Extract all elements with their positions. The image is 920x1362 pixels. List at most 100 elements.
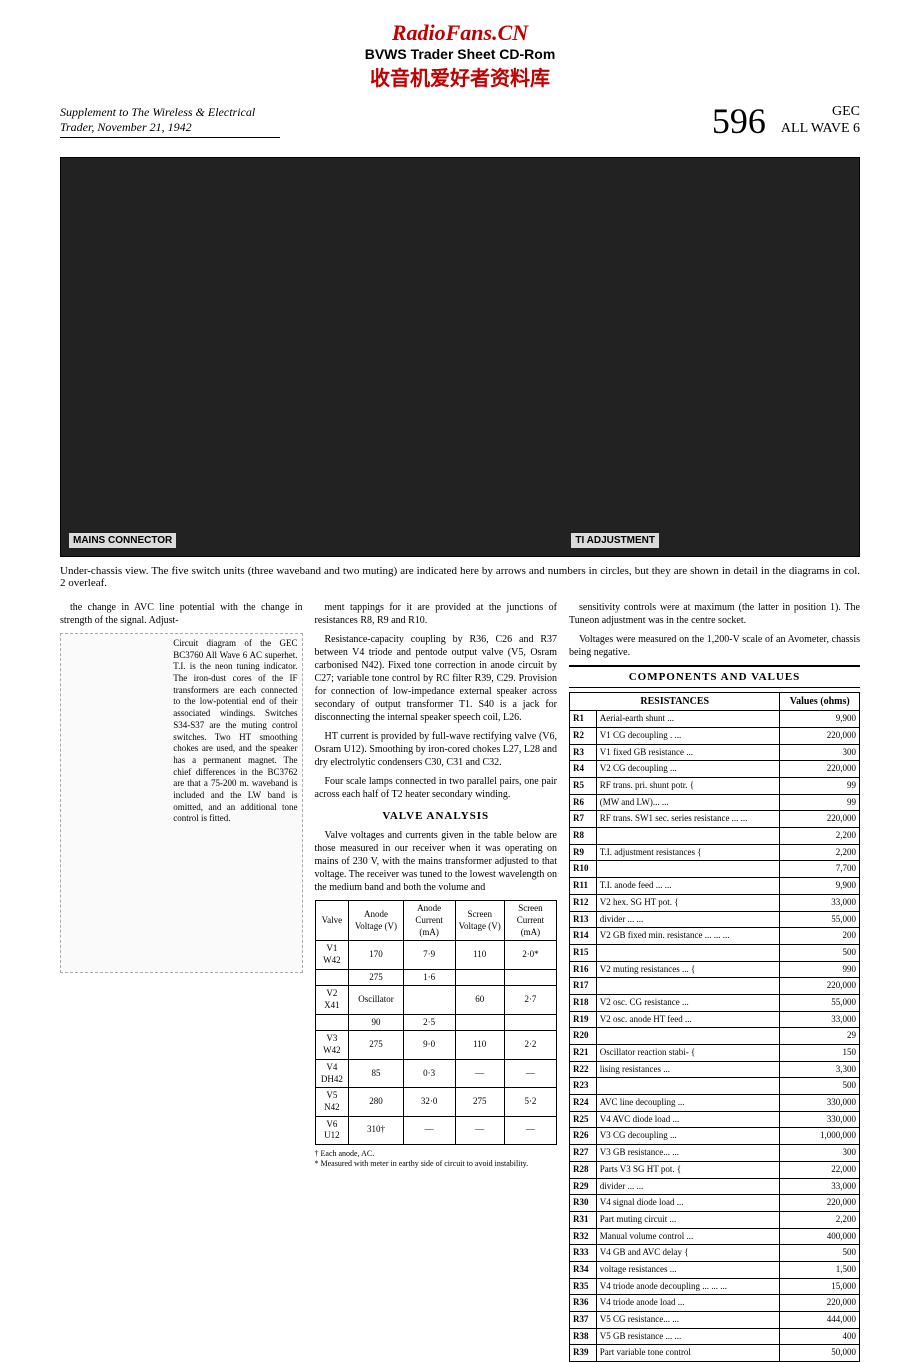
- valve-table-cell: 275: [349, 1031, 403, 1059]
- brand: GEC: [832, 104, 860, 119]
- res-table-cell: R18: [570, 994, 597, 1011]
- res-table-cell: 29: [780, 1028, 860, 1045]
- valve-table-row: V1 W421707·91102·0*: [315, 941, 557, 969]
- res-table-cell: [596, 1028, 780, 1045]
- res-table-cell: V4 signal diode load ...: [596, 1195, 780, 1212]
- watermark-brand: RadioFans.CN: [365, 20, 556, 46]
- res-table-cell: 330,000: [780, 1111, 860, 1128]
- res-header: RESISTANCES: [570, 693, 780, 711]
- valve-table-header: Screen Current (mA): [504, 901, 556, 941]
- res-table-cell: R22: [570, 1061, 597, 1078]
- res-table-cell: R29: [570, 1178, 597, 1195]
- res-table-row: R31Part muting circuit ...2,200: [570, 1211, 860, 1228]
- valve-table-cell: V2 X41: [315, 986, 349, 1014]
- res-table-cell: 300: [780, 1145, 860, 1162]
- valve-table-cell: 85: [349, 1059, 403, 1087]
- res-table-cell: 200: [780, 928, 860, 945]
- valve-table-cell: 2·0*: [504, 941, 556, 969]
- res-table-cell: R9: [570, 844, 597, 861]
- res-table-cell: Part muting circuit ...: [596, 1211, 780, 1228]
- res-table-row: R6(MW and LW)... ...99: [570, 794, 860, 811]
- res-table-cell: 99: [780, 794, 860, 811]
- res-table-row: R15500: [570, 944, 860, 961]
- res-table-cell: V1 fixed GB resistance ...: [596, 744, 780, 761]
- res-table-row: R17220,000: [570, 978, 860, 995]
- res-table-cell: R21: [570, 1045, 597, 1062]
- res-table-cell: R38: [570, 1328, 597, 1345]
- res-table-cell: 500: [780, 1245, 860, 1262]
- res-table-cell: R27: [570, 1145, 597, 1162]
- res-table-row: R16V2 muting resistances ... {990: [570, 961, 860, 978]
- res-table-cell: 22,000: [780, 1161, 860, 1178]
- res-table-row: R23500: [570, 1078, 860, 1095]
- valve-table-row: 2751·6: [315, 969, 557, 986]
- valve-table-cell: [315, 1014, 349, 1031]
- valve-table-header: Anode Current (mA): [403, 901, 455, 941]
- res-table-cell: R14: [570, 928, 597, 945]
- valve-table-cell: —: [455, 1116, 504, 1144]
- valve-table-cell: —: [504, 1059, 556, 1087]
- res-table-cell: R6: [570, 794, 597, 811]
- res-table-cell: divider ... ...: [596, 1178, 780, 1195]
- components-heading: COMPONENTS AND VALUES: [569, 665, 860, 688]
- res-table-cell: [596, 1078, 780, 1095]
- res-table-cell: V5 CG resistance... ...: [596, 1312, 780, 1329]
- diagram-caption: Circuit diagram of the GEC BC3760 All Wa…: [169, 634, 301, 829]
- res-table-cell: 3,300: [780, 1061, 860, 1078]
- col2-para5: Valve voltages and currents given in the…: [315, 829, 558, 894]
- valve-table-cell: —: [403, 1116, 455, 1144]
- res-table-cell: [596, 944, 780, 961]
- res-table-cell: V4 AVC diode load ...: [596, 1111, 780, 1128]
- res-table-cell: V4 GB and AVC delay {: [596, 1245, 780, 1262]
- res-table-cell: 444,000: [780, 1312, 860, 1329]
- res-table-row: R7RF trans. SW1 sec. series resistance .…: [570, 811, 860, 828]
- valve-table-cell: 32·0: [403, 1088, 455, 1116]
- chassis-photo: MAINS CONNECTOR TI ADJUSTMENT: [60, 157, 860, 557]
- res-table-cell: V4 triode anode decoupling ... ... ...: [596, 1278, 780, 1295]
- res-table-cell: R1: [570, 711, 597, 728]
- valve-table: ValveAnode Voltage (V)Anode Current (mA)…: [315, 900, 558, 1145]
- res-table-cell: V2 osc. CG resistance ...: [596, 994, 780, 1011]
- res-table-cell: Aerial-earth shunt ...: [596, 711, 780, 728]
- res-table-cell: R26: [570, 1128, 597, 1145]
- valve-table-cell: Oscillator: [349, 986, 403, 1014]
- res-table-cell: 15,000: [780, 1278, 860, 1295]
- res-table-cell: Parts V3 SG HT pot. {: [596, 1161, 780, 1178]
- res-table-row: R32Manual volume control ...400,000: [570, 1228, 860, 1245]
- res-table-row: R107,700: [570, 861, 860, 878]
- valve-table-cell: 280: [349, 1088, 403, 1116]
- res-table-cell: R37: [570, 1312, 597, 1329]
- res-table-cell: 2,200: [780, 828, 860, 845]
- col2-para1: ment tappings for it are provided at the…: [315, 601, 558, 627]
- res-table-cell: R23: [570, 1078, 597, 1095]
- res-table-cell: 33,000: [780, 1011, 860, 1028]
- res-table-row: R21Oscillator reaction stabi- {150: [570, 1045, 860, 1062]
- res-table-row: R2V1 CG decoupling . ...220,000: [570, 727, 860, 744]
- res-table-cell: 150: [780, 1045, 860, 1062]
- photo-caption: Under-chassis view. The five switch unit…: [60, 565, 860, 589]
- valve-table-cell: [315, 969, 349, 986]
- res-table-cell: R2: [570, 727, 597, 744]
- res-table-row: R11T.I. anode feed ... ...9,900: [570, 878, 860, 895]
- res-table-row: R24AVC line decoupling ...330,000: [570, 1095, 860, 1112]
- res-table-cell: [596, 828, 780, 845]
- res-table-row: R37V5 CG resistance... ...444,000: [570, 1312, 860, 1329]
- res-table-row: R12V2 hex. SG HT pot. {33,000: [570, 894, 860, 911]
- res-table-cell: 7,700: [780, 861, 860, 878]
- col2-para4: Four scale lamps connected in two parall…: [315, 775, 558, 801]
- res-table-cell: V3 GB resistance... ...: [596, 1145, 780, 1162]
- res-table-row: R4V2 CG decoupling ...220,000: [570, 761, 860, 778]
- res-table-cell: R16: [570, 961, 597, 978]
- res-table-cell: 220,000: [780, 978, 860, 995]
- valve-table-cell: V1 W42: [315, 941, 349, 969]
- valve-table-cell: [455, 1014, 504, 1031]
- valve-table-cell: 2·5: [403, 1014, 455, 1031]
- res-table-cell: 33,000: [780, 1178, 860, 1195]
- col2-para3: HT current is provided by full-wave rect…: [315, 730, 558, 769]
- res-table-row: R19V2 osc. anode HT feed ...33,000: [570, 1011, 860, 1028]
- valve-table-header: Valve: [315, 901, 349, 941]
- valve-table-cell: 110: [455, 941, 504, 969]
- res-table-row: R9T.I. adjustment resistances {2,200: [570, 844, 860, 861]
- res-table-cell: 220,000: [780, 811, 860, 828]
- valve-table-row: V2 X41Oscillator602·7: [315, 986, 557, 1014]
